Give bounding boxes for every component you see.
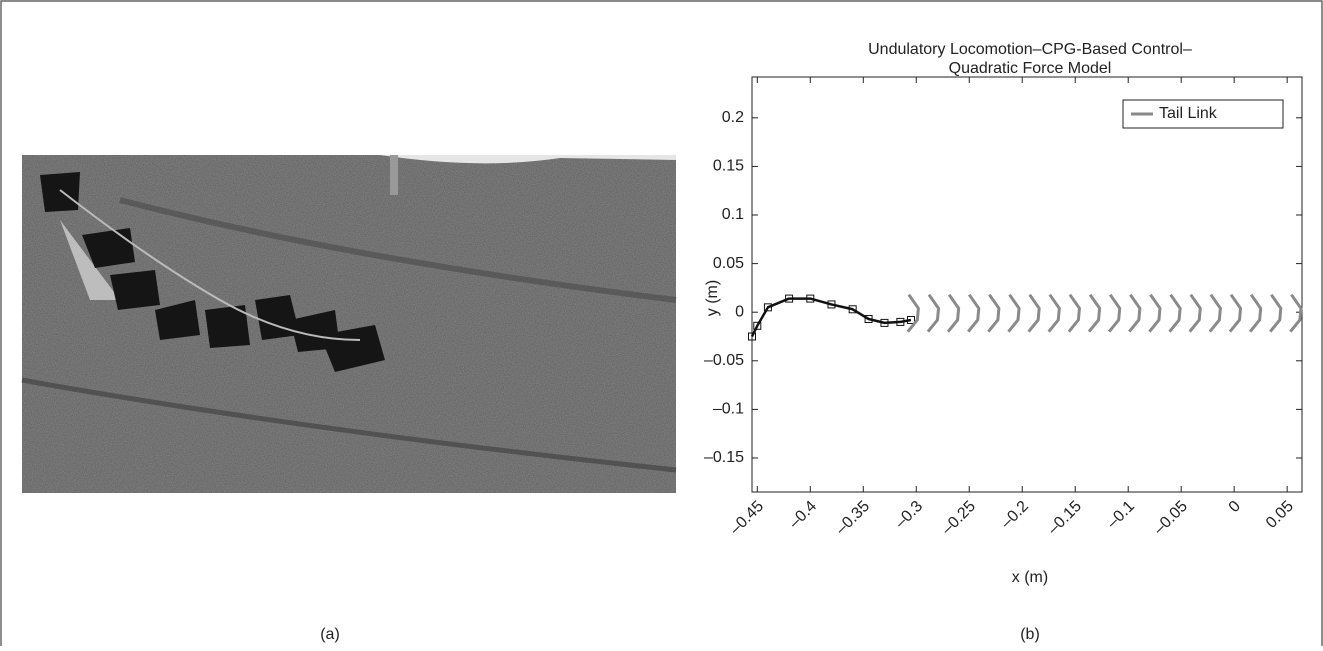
x-tick-label: 0 [1226,498,1244,516]
marker [880,318,889,327]
x-tick-label: –0.3 [892,498,926,532]
x-tick-label: –0.05 [1151,498,1191,538]
x-tick-label: –0.2 [998,498,1032,532]
x-tick-label: –0.1 [1104,498,1138,532]
marker [896,317,905,326]
x-tick-label: –0.4 [786,498,820,532]
photo [21,155,677,493]
marker [763,303,772,312]
x-tick-label: –0.45 [727,498,767,538]
y-tick-label: –0.1 [713,401,744,418]
marker [864,315,873,324]
x-tick-label: 0.05 [1263,498,1297,532]
x-tick-label: –0.25 [939,498,979,538]
caption: (b) [1020,626,1040,643]
chart-title: Undulatory Locomotion–CPG-Based Control– [868,41,1192,58]
series-line [906,293,1303,333]
marker [806,294,815,303]
legend-label: Tail Link [1159,105,1218,122]
x-axis-label: x (m) [1012,569,1048,586]
marker [906,315,915,324]
chart-title: Quadratic Force Model [949,60,1112,77]
marker [827,300,836,309]
y-tick-label: 0 [735,303,744,320]
series-line [750,297,912,338]
marker [748,332,756,341]
marker [785,294,794,303]
y-axis-label: y (m) [704,280,721,316]
y-tick-label: 0.2 [722,109,744,126]
plot-frame [751,76,1303,493]
y-tick-label: –0.05 [704,352,744,369]
x-tick-label: –0.15 [1045,498,1085,538]
y-tick-label: 0.05 [713,255,744,272]
marker [753,321,762,330]
caption: (a) [320,626,340,643]
y-tick-label: –0.15 [704,449,744,466]
x-tick-label: –0.35 [833,498,873,538]
marker [848,305,857,314]
y-tick-label: 0.15 [713,158,744,175]
y-tick-label: 0.1 [722,206,744,223]
